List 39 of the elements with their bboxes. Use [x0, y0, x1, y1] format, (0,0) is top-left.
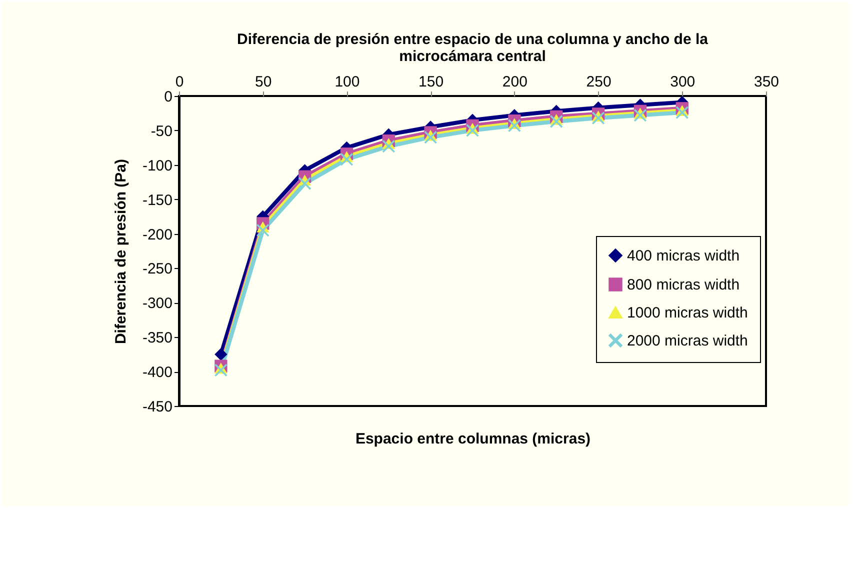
y-axis-title: Diferencia de presión (Pa)	[112, 158, 130, 344]
point	[508, 119, 521, 132]
point	[634, 108, 647, 122]
x-tick-label: 300	[670, 74, 696, 90]
x-axis-title: Espacio entre columnas (micras)	[355, 430, 591, 448]
legend-label: 400 micras width	[627, 248, 740, 264]
y-tick-label: -300	[142, 295, 172, 312]
point	[382, 140, 395, 153]
point	[340, 153, 354, 166]
y-tick-label: -400	[142, 364, 172, 382]
text: microcámara central	[399, 48, 546, 65]
y-tick-label: 0	[164, 88, 172, 106]
y-tick-label: -250	[142, 260, 172, 278]
x-tick-label: 150	[418, 74, 444, 90]
point	[676, 106, 688, 119]
x-tick-label: 350	[754, 74, 780, 90]
legend-label: 1000 micras width	[627, 304, 748, 322]
x-tick-label: 100	[334, 74, 360, 90]
legend-label: 800 micras width	[627, 276, 740, 294]
point	[214, 348, 228, 361]
point	[424, 131, 437, 144]
y-tick-label: -450	[142, 398, 172, 416]
point	[298, 177, 312, 190]
x-tick-label: 0	[175, 74, 184, 90]
legend-label: 2000 micras width	[627, 332, 748, 350]
point	[592, 112, 605, 124]
y-tick-label: -200	[142, 226, 172, 244]
point	[256, 224, 270, 237]
y-tick-label: -350	[142, 330, 172, 347]
x-tick-label: 250	[586, 74, 612, 90]
x-tick-label: 50	[255, 74, 272, 90]
point	[466, 124, 479, 137]
y-tick-label: -150	[142, 192, 172, 209]
y-tick-label: -50	[150, 122, 172, 140]
text: Diferencia de presión entre espacio de una columna y ancho de la	[237, 31, 708, 48]
x-tick-label: 200	[502, 74, 528, 90]
point	[550, 115, 563, 128]
y-tick-label: -100	[142, 157, 172, 174]
point	[214, 364, 228, 377]
